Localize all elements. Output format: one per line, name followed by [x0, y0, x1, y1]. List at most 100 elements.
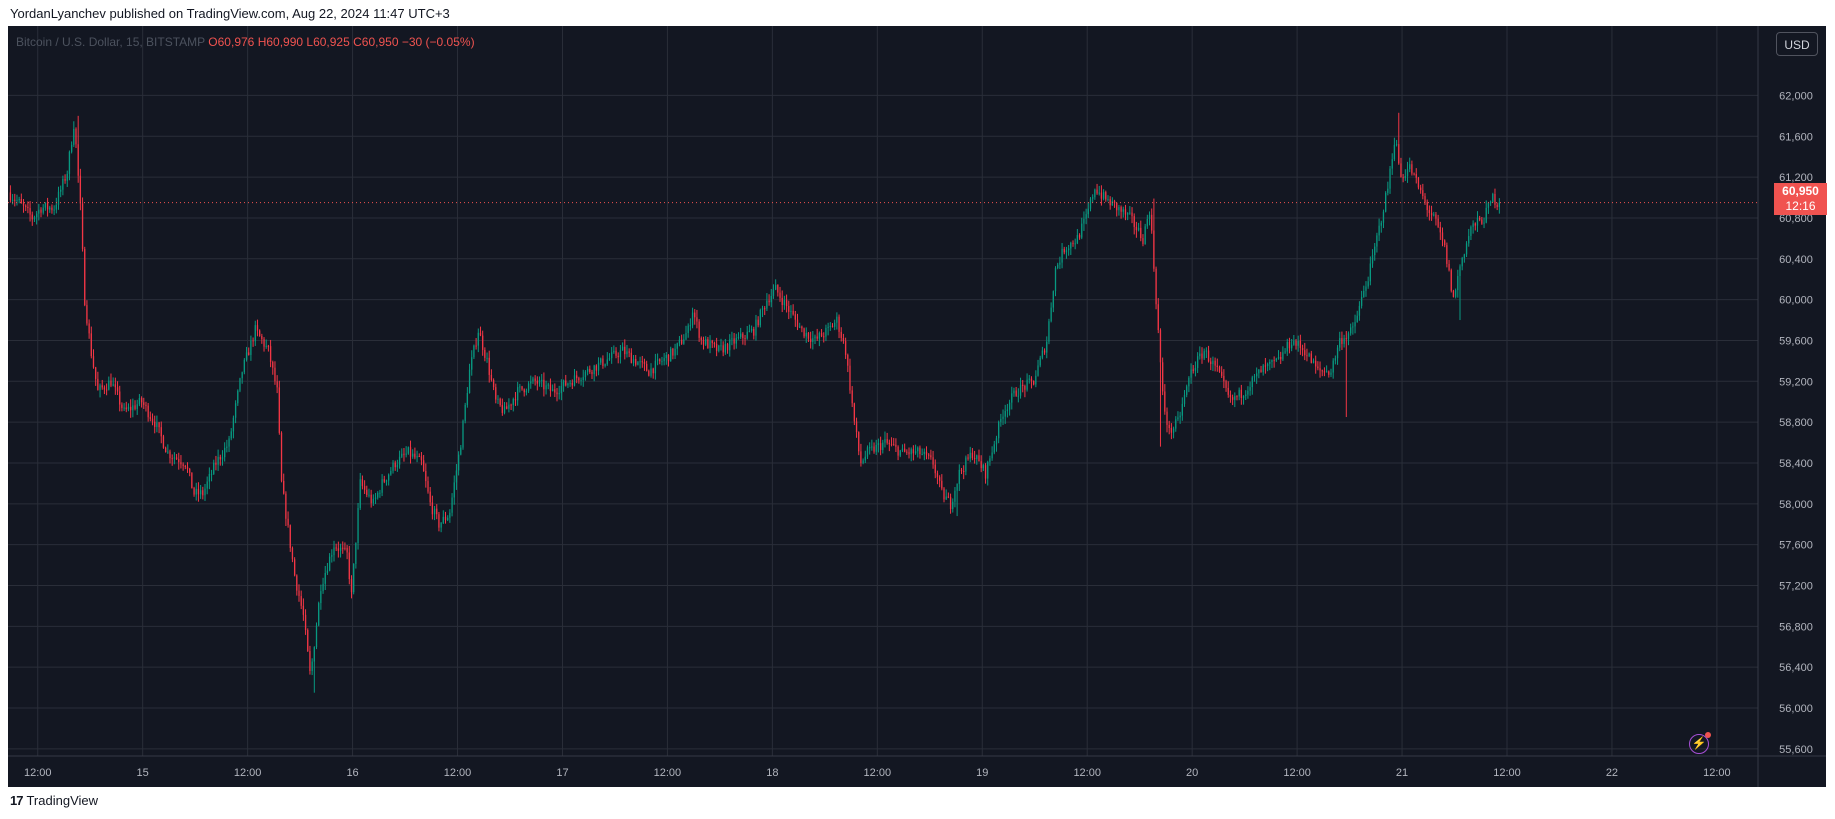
- candle-body: [492, 379, 495, 388]
- candle-body: [700, 337, 702, 341]
- candle-body: [123, 407, 125, 409]
- candle-body: [333, 547, 335, 556]
- candle-body: [337, 548, 340, 551]
- candle-body: [1345, 338, 1347, 340]
- candle-body: [1002, 416, 1004, 419]
- candle-body: [814, 336, 816, 339]
- candle-body: [1157, 304, 1159, 331]
- candle-body: [1369, 263, 1372, 282]
- candle-body: [414, 453, 416, 458]
- candle-body: [1299, 340, 1302, 348]
- publish-header: YordanLyanchev published on TradingView.…: [10, 6, 450, 21]
- candle-body: [864, 456, 866, 461]
- time-tick-label: 18: [766, 767, 778, 779]
- time-tick-label: 12:00: [234, 767, 262, 779]
- candle-body: [777, 285, 779, 293]
- candle-body: [151, 418, 154, 422]
- candle-body: [68, 151, 71, 174]
- candle-body: [409, 447, 412, 457]
- candle-body: [412, 453, 414, 457]
- candle-body: [1360, 297, 1363, 306]
- candle-body: [1382, 211, 1385, 223]
- candle-body: [812, 338, 814, 342]
- candle-body: [993, 444, 995, 453]
- candle-body: [602, 358, 604, 366]
- currency-button[interactable]: USD: [1776, 32, 1818, 56]
- candle-body: [869, 447, 871, 449]
- chart-grid: [8, 26, 1758, 756]
- candle-body: [387, 474, 390, 481]
- candle-body: [237, 390, 239, 404]
- candle-body: [479, 332, 482, 336]
- candle-body: [1078, 235, 1081, 238]
- candle-body: [1177, 417, 1179, 420]
- candle-body: [589, 368, 591, 372]
- candle-body: [1094, 189, 1096, 198]
- candle-body: [823, 336, 825, 338]
- candle-body: [1450, 270, 1452, 291]
- candle-body: [1133, 216, 1135, 227]
- candle-body: [1210, 361, 1212, 365]
- candle-body: [702, 340, 705, 345]
- lightning-icon[interactable]: ⚡: [1689, 732, 1711, 754]
- candle-body: [595, 365, 598, 371]
- candle-body: [1142, 238, 1144, 244]
- candle-body: [1129, 212, 1131, 214]
- candle-body: [302, 605, 305, 615]
- candle-body: [1437, 218, 1439, 227]
- candle-body: [70, 144, 73, 152]
- candle-body: [180, 462, 182, 465]
- candle-body: [1280, 356, 1282, 360]
- candle-body: [138, 397, 141, 405]
- candle-body: [608, 358, 611, 360]
- candle-body: [44, 203, 47, 208]
- candle-body: [1336, 347, 1339, 359]
- candle-body: [1238, 389, 1240, 397]
- candle-body: [324, 572, 326, 584]
- candle-body: [770, 295, 772, 303]
- candle-body: [486, 357, 488, 359]
- candle-body: [1428, 210, 1431, 214]
- candle-body: [720, 345, 722, 347]
- candle-body: [954, 490, 956, 502]
- candle-body: [1201, 353, 1203, 359]
- candle-body: [1494, 193, 1496, 205]
- candle-body: [204, 488, 206, 496]
- candle-body: [1245, 394, 1247, 396]
- price-tick-label: 59,600: [1779, 335, 1813, 347]
- candle-body: [14, 199, 16, 201]
- candle-body: [796, 319, 799, 328]
- candle-body: [600, 358, 602, 363]
- candle-body: [1144, 226, 1146, 244]
- candle-body: [1468, 236, 1470, 244]
- candle-body: [1308, 353, 1310, 356]
- candle-body: [987, 461, 989, 479]
- candle-body: [381, 479, 383, 493]
- candle-body: [92, 356, 95, 368]
- price-tick-label: 59,200: [1779, 376, 1813, 388]
- candle-body: [1293, 340, 1295, 345]
- candle-body: [772, 289, 775, 296]
- candle-body: [451, 497, 453, 513]
- candle-body: [759, 309, 761, 326]
- candle-body: [447, 517, 449, 521]
- candle-body: [1363, 290, 1365, 298]
- candle-body: [283, 480, 285, 494]
- candle-body: [871, 446, 873, 448]
- chart-panel[interactable]: 55,600 56,000 56,400 56,800 57,200 57,600 58,0…: [8, 26, 1827, 787]
- candle-body: [1435, 214, 1437, 219]
- candle-body: [370, 494, 372, 504]
- candles: [9, 112, 1501, 693]
- candle-body: [9, 192, 12, 201]
- candle-body: [46, 203, 49, 210]
- candle-body: [1271, 360, 1273, 362]
- candle-body: [1030, 378, 1033, 381]
- candle-body: [665, 354, 667, 359]
- candle-body: [593, 365, 595, 375]
- candle-body: [1496, 204, 1498, 207]
- candle-body: [97, 378, 99, 390]
- candle-body: [1256, 373, 1258, 377]
- candle-body: [261, 335, 263, 340]
- candle-body: [339, 547, 342, 551]
- price-chart[interactable]: 55,600 56,000 56,400 56,800 57,200 57,600 58,0…: [8, 26, 1826, 787]
